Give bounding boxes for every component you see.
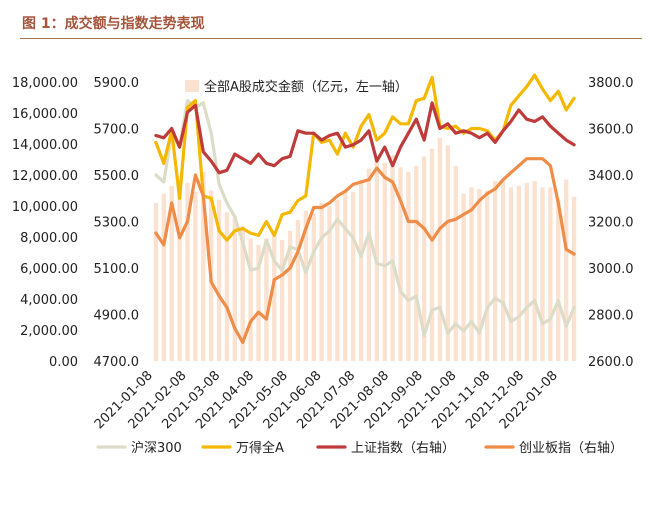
turnover-bar xyxy=(382,162,387,361)
left-inner-tick-label: 5100.0 xyxy=(94,262,140,277)
turnover-bar xyxy=(524,182,529,361)
left-outer-axis: 18,000.00 16,000.00 14,000.00 12,000.00 10,0… xyxy=(12,76,78,370)
turnover-bar xyxy=(295,219,301,361)
left-inner-tick-label: 5700.0 xyxy=(94,123,140,138)
left-inner-tick-label: 5500.0 xyxy=(94,169,140,184)
left-outer-tick-label: 16,000.00 xyxy=(12,107,78,122)
legend-label-turnover: 全部A股成交金额（亿元，左一轴） xyxy=(204,79,408,95)
turnover-bar xyxy=(445,145,451,361)
turnover-bar xyxy=(185,182,190,361)
turnover-bar xyxy=(453,165,458,361)
turnover-bar xyxy=(177,179,182,361)
turnover-bar xyxy=(508,187,514,361)
left-outer-tick-label: 6,000.00 xyxy=(20,262,78,277)
left-outer-tick-label: 10,000.00 xyxy=(12,200,78,215)
right-tick-label: 3200.0 xyxy=(588,216,634,231)
turnover-bar xyxy=(548,187,553,361)
turnover-bar xyxy=(492,181,498,361)
turnover-bar xyxy=(335,199,340,361)
figure-title: 图 1：成交额与指数走势表现 xyxy=(22,16,205,32)
x-axis: 2021-01-082021-02-082021-03-082021-04-08… xyxy=(92,368,561,432)
left-inner-tick-label: 4900.0 xyxy=(94,309,140,324)
right-tick-label: 3800.0 xyxy=(588,76,634,91)
turnover-bar xyxy=(232,216,238,361)
left-outer-tick-label: 12,000.00 xyxy=(12,169,78,184)
left-outer-tick-label: 8,000.00 xyxy=(20,231,78,246)
legend-bottom: 沪深300 万得全A 上证指数（右轴） 创业板指（右轴） xyxy=(96,440,623,456)
left-outer-tick-label: 0.00 xyxy=(49,355,78,370)
turnover-bar xyxy=(429,148,435,361)
turnover-bar xyxy=(485,190,490,361)
legend-inside: 全部A股成交金额（亿元，左一轴） xyxy=(185,79,408,95)
turnover-bar xyxy=(461,193,466,361)
turnover-bar xyxy=(327,206,332,361)
turnover-bar xyxy=(414,165,419,361)
left-outer-tick-label: 18,000.00 xyxy=(12,76,78,91)
right-tick-label: 3000.0 xyxy=(588,262,634,277)
right-axis: 3800.0 3600.0 3400.0 3200.0 3000.0 2800.0 2600… xyxy=(588,76,634,370)
turnover-bar xyxy=(571,196,577,361)
turnover-bar xyxy=(240,226,245,361)
right-tick-label: 3400.0 xyxy=(588,169,634,184)
turnover-bar xyxy=(421,156,427,361)
turnover-bar xyxy=(319,202,324,361)
legend-sse-composite-label: 上证指数（右轴） xyxy=(351,441,455,456)
turnover-bar xyxy=(256,244,261,361)
turnover-bar xyxy=(248,238,253,361)
turnover-bar xyxy=(406,171,411,361)
turnover-bar xyxy=(556,199,561,361)
bars-layer xyxy=(153,137,577,361)
legend-wind-all-a-label: 万得全A xyxy=(236,440,284,456)
turnover-bar xyxy=(500,179,506,361)
wind-all-a-line xyxy=(154,73,576,242)
turnover-bar xyxy=(343,190,348,361)
csi300-line xyxy=(154,98,576,337)
turnover-bar xyxy=(193,192,198,361)
turnover-bar xyxy=(366,168,372,361)
turnover-bar xyxy=(477,188,482,361)
left-inner-axis: 5900.0 5700.0 5500.0 5300.0 5100.0 4900.0 4700… xyxy=(94,76,140,370)
left-outer-tick-label: 2,000.00 xyxy=(20,324,78,339)
turnover-bar xyxy=(264,238,269,361)
turnover-bar xyxy=(437,137,443,361)
turnover-bar xyxy=(161,193,167,361)
right-tick-label: 2800.0 xyxy=(588,309,634,324)
turnover-bar xyxy=(169,185,174,361)
turnover-bar xyxy=(279,240,285,361)
title-rule xyxy=(20,38,642,39)
turnover-bar xyxy=(516,185,522,361)
lines-layer xyxy=(154,73,576,344)
turnover-bar xyxy=(390,154,395,361)
sse-composite-line xyxy=(154,101,576,175)
legend-csi300-label: 沪深300 xyxy=(131,440,182,456)
legend-swatch-turnover xyxy=(185,80,199,92)
turnover-bar xyxy=(563,179,569,361)
turnover-bar xyxy=(153,202,159,361)
right-tick-label: 3600.0 xyxy=(588,123,634,138)
turnover-bar xyxy=(469,187,474,361)
turnover-bar xyxy=(201,171,206,361)
turnover-bar xyxy=(287,230,293,361)
left-inner-tick-label: 4700.0 xyxy=(94,355,140,370)
turnover-bar xyxy=(532,181,537,361)
turnover-bar xyxy=(311,213,316,361)
turnover-bar xyxy=(350,192,356,361)
turnover-bar xyxy=(398,167,403,361)
left-inner-tick-label: 5900.0 xyxy=(94,76,140,91)
left-inner-tick-label: 5300.0 xyxy=(94,216,140,231)
turnover-bar xyxy=(358,179,364,361)
right-tick-label: 2600.0 xyxy=(588,355,634,370)
turnover-bar xyxy=(272,232,277,361)
left-outer-tick-label: 4,000.00 xyxy=(20,293,78,308)
turnover-bar xyxy=(216,199,222,361)
turnover-bar xyxy=(224,212,230,361)
turnover-bar xyxy=(303,210,309,361)
turnover-bar xyxy=(540,187,545,361)
left-outer-tick-label: 14,000.00 xyxy=(12,138,78,153)
legend-chinext-label: 创业板指（右轴） xyxy=(519,441,623,456)
chinext-line xyxy=(154,157,576,344)
